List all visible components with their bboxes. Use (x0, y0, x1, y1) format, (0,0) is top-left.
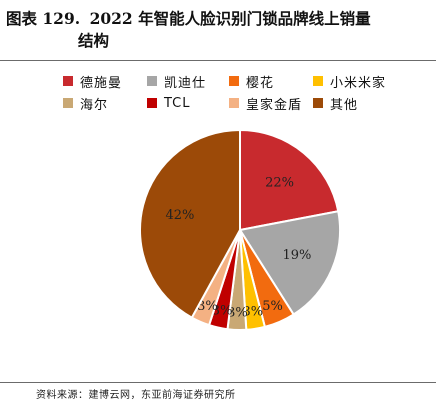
bottom-divider (0, 382, 436, 383)
top-divider (0, 60, 436, 61)
slice-value-label: 3% (227, 305, 248, 320)
legend-item: 皇家金盾 (229, 94, 313, 113)
legend-swatch (63, 98, 73, 108)
legend-label: 其他 (330, 97, 359, 113)
legend-item: 其他 (313, 94, 413, 113)
figure-title-line1: 图表 129. 2022 年智能人脸识别门锁品牌线上销量 (6, 8, 432, 30)
legend-swatch (313, 98, 323, 108)
legend-swatch (147, 76, 157, 86)
slice-value-label: 19% (282, 248, 311, 263)
legend-swatch (63, 76, 73, 86)
legend-swatch (229, 98, 239, 108)
pie-slice (239, 128, 340, 232)
legend-label: 德施曼 (80, 75, 123, 91)
figure-label: 图表 129. (6, 9, 81, 28)
pie-slice (238, 210, 341, 316)
legend-row: 海尔 TCL 皇家金盾 其他 (63, 92, 423, 114)
slice-value-label: 3% (212, 304, 233, 319)
legend-label: 小米米家 (330, 75, 387, 91)
legend-label: 海尔 (80, 97, 109, 113)
slice-value-label: 42% (165, 208, 194, 223)
figure-title: 图表 129. 2022 年智能人脸识别门锁品牌线上销量 结构 (6, 8, 432, 52)
legend-swatch (147, 98, 157, 108)
legend-label: TCL (164, 95, 191, 111)
legend-item: 海尔 (63, 94, 147, 113)
legend-swatch (229, 76, 239, 86)
figure-title-text: 2022 年智能人脸识别门锁品牌线上销量 (89, 9, 371, 28)
legend-item: 樱花 (229, 72, 313, 91)
slice-value-label: 3% (243, 304, 264, 319)
slice-value-label: 3% (197, 299, 218, 314)
legend-item: 凯迪仕 (147, 72, 229, 91)
chart-legend: 德施曼 凯迪仕 樱花 小米米家海尔 TCL 皇家金盾 其他 (63, 70, 423, 114)
legend-label: 樱花 (246, 75, 275, 91)
legend-label: 皇家金盾 (246, 97, 303, 113)
legend-row: 德施曼 凯迪仕 樱花 小米米家 (63, 70, 423, 92)
slice-value-label: 22% (265, 176, 294, 191)
legend-item: 小米米家 (313, 72, 413, 91)
source-note: 资料来源：建博云网，东亚前海证券研究所 (36, 390, 236, 401)
legend-item: 德施曼 (63, 72, 147, 91)
legend-swatch (313, 76, 323, 86)
pie-slice (138, 128, 241, 319)
legend-item: TCL (147, 96, 229, 111)
slice-value-label: 5% (262, 299, 283, 314)
figure-title-line2: 结构 (78, 31, 110, 50)
legend-label: 凯迪仕 (164, 75, 207, 91)
